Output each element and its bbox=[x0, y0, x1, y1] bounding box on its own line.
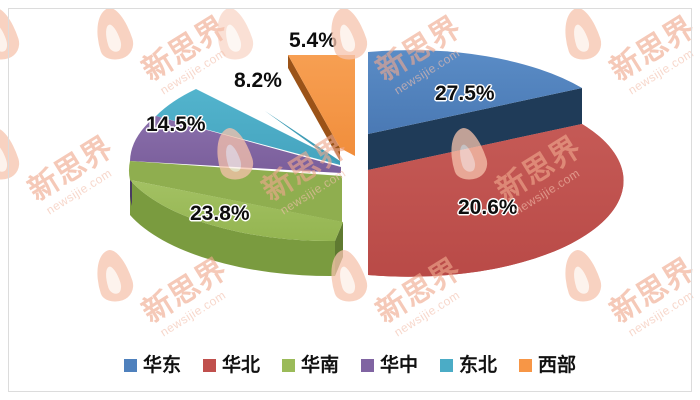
slice-huanan-upper bbox=[128, 161, 342, 222]
slice-side-huanan bbox=[130, 180, 335, 277]
right-group-faces bbox=[368, 50, 624, 277]
legend-label-huanan: 华南 bbox=[300, 353, 339, 376]
legend-item-huabei[interactable]: 华北 bbox=[202, 353, 260, 376]
legend-item-huadong[interactable]: 华东 bbox=[123, 353, 181, 376]
chart-plot-area: 27.5% 20.6% 23.8% 14.5% 8.2% 5.4% bbox=[10, 10, 690, 340]
data-label-xibu: 5.4% bbox=[289, 29, 337, 52]
slice-huadong bbox=[368, 50, 582, 135]
data-label-huanan: 23.8% bbox=[190, 202, 250, 225]
slice-huabei-lower bbox=[368, 124, 624, 277]
legend-label-dongbei: 东北 bbox=[459, 353, 498, 376]
legend-label-huadong: 华东 bbox=[142, 353, 181, 376]
legend-label-xibu: 西部 bbox=[538, 353, 577, 376]
legend-swatch-icon-dongbei bbox=[440, 358, 454, 372]
legend-swatch-icon-huazhong bbox=[361, 358, 374, 372]
legend-item-huanan[interactable]: 华南 bbox=[281, 353, 339, 376]
legend-swatch-icon-huadong bbox=[123, 358, 137, 372]
slice-side-xibu bbox=[288, 55, 340, 161]
legend-item-xibu[interactable]: 西部 bbox=[519, 353, 577, 376]
legend-swatch-icon-xibu bbox=[519, 358, 533, 372]
legend-label-huabei: 华北 bbox=[221, 353, 260, 376]
legend-swatch-icon-huanan bbox=[281, 358, 295, 372]
data-label-huabei: 20.6% bbox=[458, 196, 518, 219]
legend-item-huazhong[interactable]: 华中 bbox=[361, 353, 419, 376]
legend-item-dongbei[interactable]: 东北 bbox=[440, 353, 498, 376]
legend-label-huazhong: 华中 bbox=[380, 353, 419, 376]
slice-dongbei-inner bbox=[265, 111, 340, 165]
slice-xibu bbox=[288, 55, 355, 156]
legend-swatch-icon-huabei bbox=[202, 358, 216, 372]
pie-3d-graphic bbox=[128, 50, 624, 277]
pie-3d-stage: 27.5% 20.6% 23.8% 14.5% 8.2% 5.4% bbox=[10, 10, 690, 340]
data-label-huazhong: 14.5% bbox=[146, 113, 206, 136]
data-label-dongbei: 8.2% bbox=[234, 69, 282, 92]
slice-huanan bbox=[130, 180, 343, 242]
data-label-huadong: 27.5% bbox=[435, 82, 495, 105]
chart-legend: 华东 华北 华南 华中 东北 西部 bbox=[0, 348, 700, 382]
